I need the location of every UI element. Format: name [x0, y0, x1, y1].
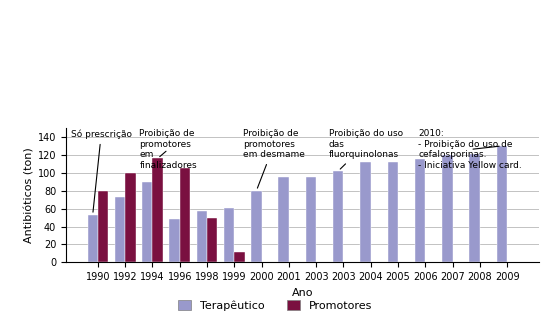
Bar: [87, 215, 98, 262]
Bar: [497, 146, 507, 262]
Bar: [234, 252, 245, 262]
Bar: [197, 211, 207, 262]
Legend: Terapêutico, Promotores: Terapêutico, Promotores: [174, 297, 376, 315]
X-axis label: Ano: Ano: [292, 288, 313, 298]
Text: Proibição de
promotores
em desmame: Proibição de promotores em desmame: [243, 129, 305, 188]
Bar: [333, 171, 343, 262]
Text: Proibição do uso
das
fluorquinolonas: Proibição do uso das fluorquinolonas: [328, 129, 403, 169]
Bar: [142, 182, 152, 262]
Bar: [125, 173, 135, 262]
Y-axis label: Antibióticos (ton): Antibióticos (ton): [25, 147, 35, 243]
Text: Proibição de
promotores
em
finalizadores: Proibição de promotores em finalizadores: [139, 129, 197, 170]
Bar: [306, 177, 316, 262]
Bar: [98, 191, 108, 262]
Text: 2010:
- Proibição do uso de
cefalosporinas.
- Iniciativa Yellow card.: 2010: - Proibição do uso de cefalosporin…: [419, 129, 522, 170]
Bar: [207, 219, 217, 262]
Bar: [224, 208, 234, 262]
Bar: [278, 177, 289, 262]
Bar: [442, 155, 453, 262]
Bar: [180, 168, 190, 262]
Bar: [388, 162, 398, 262]
Bar: [115, 197, 125, 262]
Bar: [251, 191, 262, 262]
Bar: [360, 162, 371, 262]
Bar: [152, 158, 163, 262]
Text: Só prescrição: Só prescrição: [71, 129, 132, 212]
Bar: [470, 154, 480, 262]
Bar: [415, 159, 425, 262]
Bar: [169, 220, 180, 262]
